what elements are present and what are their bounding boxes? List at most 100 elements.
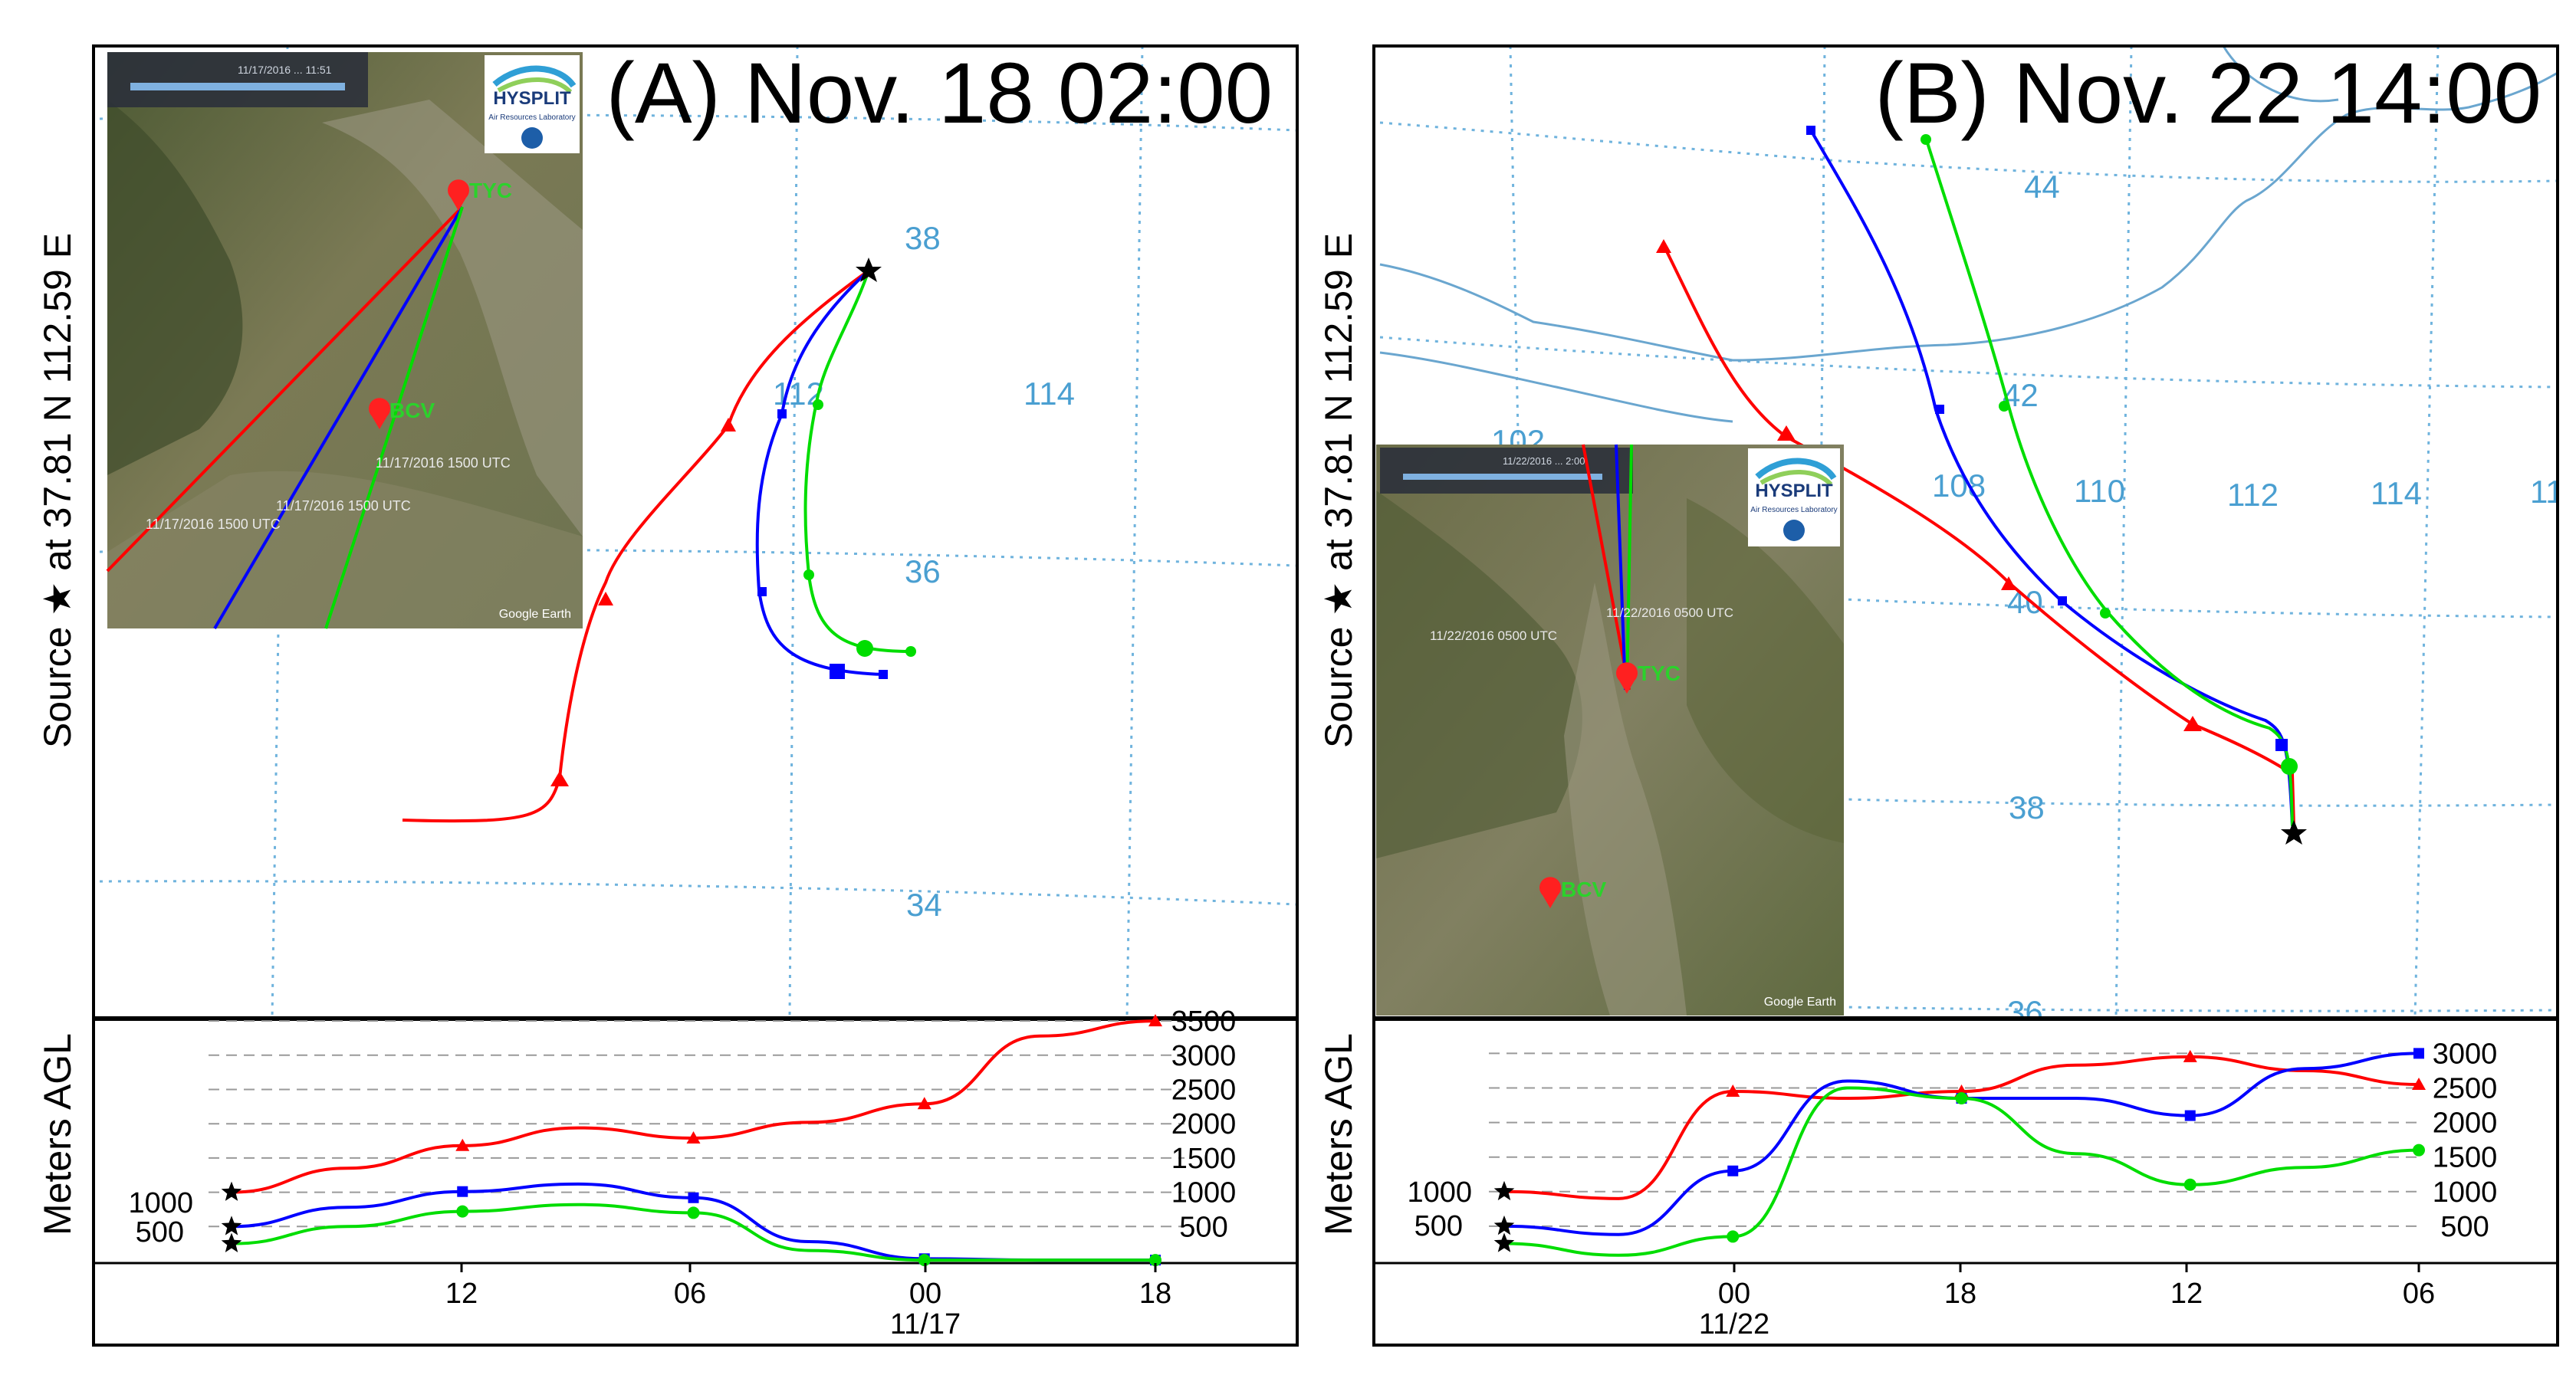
red-marker (598, 592, 613, 605)
google-earth-credit: Google Earth (499, 608, 571, 621)
lon-label: 110 (2074, 473, 2125, 509)
source-label: Source ★ at 37.81 N 112.59 E (36, 233, 79, 748)
inset-trajectory-red (106, 205, 464, 573)
blue-marker (2058, 596, 2067, 605)
player-bar (107, 52, 368, 107)
trajectory-red (402, 269, 870, 823)
height-marker-red (917, 1097, 932, 1110)
bcv-pin-icon (369, 398, 391, 429)
time-slider[interactable] (1403, 474, 1602, 480)
height-marker-blue (688, 1192, 699, 1203)
hysplit-text: HYSPLIT (493, 88, 571, 109)
height-tick-label: 1000 (2433, 1176, 2498, 1209)
lat-label: 36 (905, 553, 941, 589)
panel-a: Source ★ at 37.81 N 112.59 E Meters AGL … (36, 44, 1299, 1347)
x-tick-label: 12 (445, 1278, 478, 1310)
height-line-red (1503, 1055, 2420, 1200)
left-height-label: 500 (1414, 1210, 1463, 1242)
blue-marker (2275, 739, 2288, 751)
height-marker-red (686, 1130, 701, 1144)
inset-date-label: 11/17/2016 1500 UTC (146, 517, 281, 532)
green-marker (1999, 401, 2009, 412)
red-marker (2001, 576, 2016, 590)
inset-trajectory-blue (213, 205, 464, 630)
lon-label: 11 (2530, 474, 2564, 510)
meters-agl-label: Meters AGL (1317, 1033, 1360, 1235)
time-slider[interactable] (130, 83, 345, 90)
height-tick-label: 1000 (1171, 1177, 1237, 1209)
height-start-star-icon (1493, 1232, 1515, 1252)
height-tick-label: 1500 (1171, 1143, 1237, 1175)
height-marker-red (1148, 1014, 1162, 1027)
player-bar (1380, 448, 1633, 494)
blue-marker (879, 670, 888, 679)
inset-trajectory-green (1625, 444, 1633, 691)
map-area: 38 36 34 112 114 (99, 46, 1296, 1018)
height-marker-green (1727, 1230, 1740, 1243)
blue-marker (777, 409, 787, 418)
site-bcv: BCV (1561, 878, 1606, 901)
red-marker (721, 418, 736, 431)
height-marker-red (1726, 1084, 1740, 1098)
height-tick-label: 2500 (1171, 1075, 1237, 1107)
height-marker-blue (457, 1186, 468, 1197)
green-marker (1921, 134, 1931, 145)
site-bcv: BCV (389, 399, 435, 422)
lon-label: 114 (1024, 376, 1075, 412)
tyc-pin-icon (448, 179, 469, 211)
x-tick-label: 18 (1139, 1278, 1171, 1310)
river (1379, 71, 2558, 362)
height-marker-blue (1727, 1165, 1739, 1176)
blue-marker (1806, 126, 1815, 135)
height-marker-red (455, 1138, 470, 1151)
height-start-star-icon (221, 1232, 242, 1252)
height-marker-blue (2184, 1110, 2196, 1121)
height-tick-label: 500 (2440, 1211, 2489, 1243)
height-marker-green (1149, 1254, 1162, 1267)
left-height-label: 1000 (1407, 1176, 1472, 1209)
blue-marker (830, 664, 845, 679)
x-date-label: 11/17 (890, 1308, 961, 1340)
satellite-inset: 11/22/2016 ... 2:00 HYSPLIT Air Resource… (1376, 444, 1844, 1016)
height-marker-blue (2413, 1048, 2424, 1059)
x-tick-label: 18 (1944, 1278, 1976, 1310)
lat-label: 38 (2009, 789, 2045, 825)
blue-marker (757, 587, 767, 596)
height-marker-red (2412, 1077, 2426, 1090)
inset-trajectory-red (1582, 444, 1631, 691)
trajectory-red (1662, 244, 2295, 827)
inset-date-label: 11/17/2016 1500 UTC (276, 498, 411, 514)
x-tick-label: 12 (2170, 1278, 2203, 1310)
height-marker-green (2183, 1178, 2196, 1191)
height-marker-green (2413, 1144, 2425, 1157)
lat-label: 36 (2007, 994, 2043, 1030)
lon-label: 114 (2371, 475, 2422, 511)
tyc-pin-icon (1616, 662, 1638, 694)
green-marker (2100, 608, 2111, 619)
noaa-logo-icon (521, 127, 543, 149)
height-marker-green (456, 1205, 469, 1218)
player-time: 11/17/2016 ... 11:51 (238, 64, 332, 76)
x-tick-label: 00 (909, 1278, 941, 1310)
meters-agl-label: Meters AGL (36, 1033, 79, 1235)
map-area: 44 42 40 38 36 108 110 112 114 11 102 (1376, 46, 2564, 1030)
x-tick-label: 06 (674, 1278, 706, 1310)
green-marker (803, 569, 814, 580)
hysplit-text: HYSPLIT (1755, 481, 1833, 501)
lon-label: 112 (2227, 477, 2279, 513)
height-start-star-icon (221, 1216, 242, 1235)
hysplit-subtext: Air Resources Laboratory (488, 113, 575, 122)
height-series (1493, 1048, 2426, 1257)
height-tick-label: 2500 (2433, 1073, 2498, 1105)
left-height-label: 500 (136, 1216, 184, 1249)
blue-marker (1935, 405, 1944, 414)
inset-trajectory-blue (1615, 444, 1627, 691)
red-marker (550, 771, 569, 786)
lat-label: 44 (2024, 169, 2060, 205)
river (1379, 351, 1733, 423)
bcv-pin-icon (1539, 877, 1562, 908)
site-tyc: TYC (1638, 661, 1681, 685)
